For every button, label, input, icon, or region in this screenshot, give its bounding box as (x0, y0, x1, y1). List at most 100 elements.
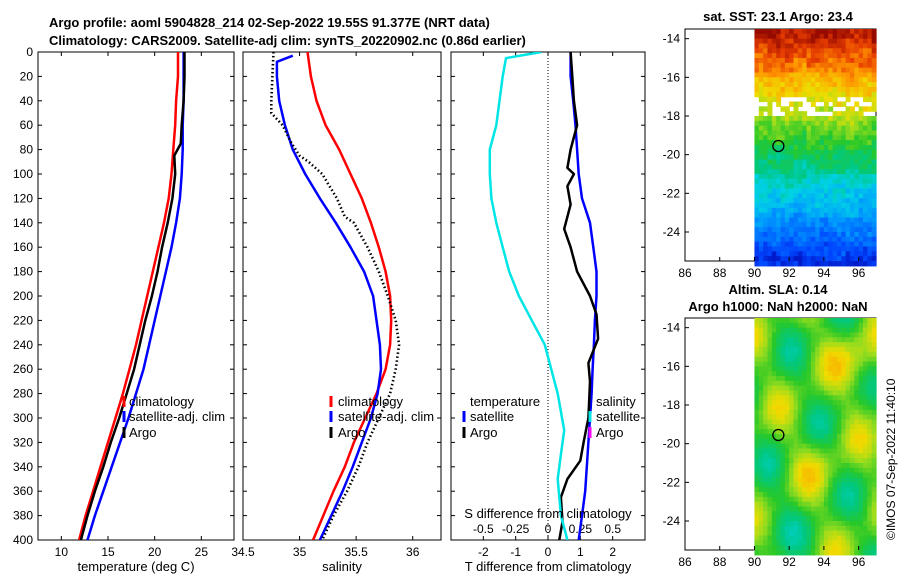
sla-grid-cell (854, 438, 860, 445)
sla-grid-cell (854, 535, 860, 541)
sst-grid-cell (849, 125, 855, 132)
sla-grid-cell (802, 419, 808, 425)
sst-grid-cell (810, 140, 816, 146)
sst-grid-cell (771, 232, 777, 238)
sst-grid-cell (819, 77, 825, 83)
sla-grid-cell (815, 356, 821, 363)
sst-grid-cell (763, 193, 769, 199)
sla-grid-cell (854, 385, 860, 392)
sst-grid-cell (854, 227, 860, 233)
sst-grid-cell (754, 159, 760, 165)
sst-grid-cell (758, 232, 764, 238)
sst-grid-cell (767, 82, 773, 88)
difference-legend-t-satellite: satellite (470, 409, 514, 424)
sst-grid-cell (849, 72, 855, 78)
sst-grid-cell (776, 203, 782, 209)
sla-grid-cell (849, 434, 855, 440)
sst-grid-cell (758, 106, 764, 112)
sla-grid-cell (776, 477, 782, 483)
sst-grid-cell (789, 203, 795, 209)
sla-grid-cell (823, 501, 829, 508)
sst-grid-cell (763, 58, 769, 64)
sla-grid-cell (841, 400, 847, 406)
sst-grid-cell (828, 125, 834, 132)
sst-grid-cell (758, 53, 764, 59)
sla-grid-cell (854, 390, 860, 396)
sla-grid-cell (836, 453, 842, 459)
sla-grid-cell (754, 487, 760, 493)
sla-grid-cell (776, 371, 782, 377)
sla-grid-cell (810, 385, 816, 392)
sla-grid-cell (780, 521, 786, 527)
sst-grid-cell (815, 130, 821, 136)
sla-grid-cell (776, 332, 782, 338)
sst-grid-cell (771, 174, 777, 180)
sla-grid-cell (823, 342, 829, 348)
sst-grid-cell (776, 169, 782, 175)
sla-grid-cell (810, 477, 816, 483)
sla-grid-cell (836, 550, 842, 556)
sla-grid-cell (780, 540, 786, 546)
sla-grid-cell (793, 472, 799, 479)
sla-grid-cell (823, 492, 829, 498)
sla-grid-cell (854, 448, 860, 454)
sla-grid-cell (806, 424, 812, 430)
sla-grid-cell (810, 463, 816, 469)
sla-grid-cell (854, 477, 860, 483)
sst-grid-cell (771, 67, 777, 74)
sst-grid-cell (862, 198, 868, 204)
sst-grid-cell (845, 145, 851, 151)
sla-grid-cell (854, 506, 860, 512)
sla-grid-cell (797, 409, 803, 416)
sst-grid-cell (871, 130, 877, 136)
sla-grid-cell (784, 429, 790, 435)
sla-grid-cell (862, 506, 868, 512)
sst-grid-cell (854, 125, 860, 132)
sst-grid-cell (858, 135, 864, 141)
sla-grid-cell (776, 400, 782, 406)
sst-grid-cell (862, 91, 868, 98)
sla-grid-cell (771, 540, 777, 546)
sla-grid-cell (871, 492, 877, 498)
sla-grid-cell (784, 337, 790, 343)
sst-grid-cell (849, 159, 855, 165)
sla-grid-cell (806, 390, 812, 396)
sst-grid-cell (784, 188, 790, 194)
salinity-xtick-label: 35 (293, 545, 307, 559)
difference-legend-t-argo: Argo (470, 425, 497, 440)
sla-grid-cell (758, 409, 764, 416)
sst-grid-cell (871, 87, 877, 93)
sla-grid-cell (767, 525, 773, 532)
sst-grid-cell (793, 53, 799, 59)
sla-grid-cell (858, 337, 864, 343)
sst-grid-cell (836, 33, 842, 40)
sst-grid-cell (836, 72, 842, 78)
sla-grid-cell (867, 405, 873, 411)
sla-grid-cell (828, 390, 834, 396)
salinity-series-argo (269, 52, 401, 540)
sla-grid-cell (810, 472, 816, 479)
sst-grid-cell (854, 33, 860, 40)
sla-grid-cell (819, 530, 825, 537)
sla-grid-cell (828, 516, 834, 522)
sla-grid-cell (828, 477, 834, 483)
sla-grid-cell (793, 453, 799, 459)
sla-grid-cell (758, 453, 764, 459)
salinity-xlabel: salinity (322, 559, 362, 574)
sla-grid-cell (832, 496, 838, 503)
sla-grid-cell (832, 472, 838, 479)
sst-grid-cell (867, 256, 873, 262)
sla-grid-cell (802, 501, 808, 508)
sla-grid-cell (862, 371, 868, 377)
sla-grid-cell (862, 429, 868, 435)
sst-grid-cell (758, 125, 764, 132)
sst-grid-cell (771, 217, 777, 223)
sla-grid-cell (867, 511, 873, 517)
sla-grid-cell (789, 361, 795, 367)
sla-grid-cell (832, 438, 838, 445)
sst-grid-cell (862, 29, 868, 35)
sla-grid-cell (789, 463, 795, 469)
sla-grid-cell (776, 419, 782, 425)
sst-grid-cell (802, 116, 808, 122)
sst-grid-cell (797, 212, 803, 219)
